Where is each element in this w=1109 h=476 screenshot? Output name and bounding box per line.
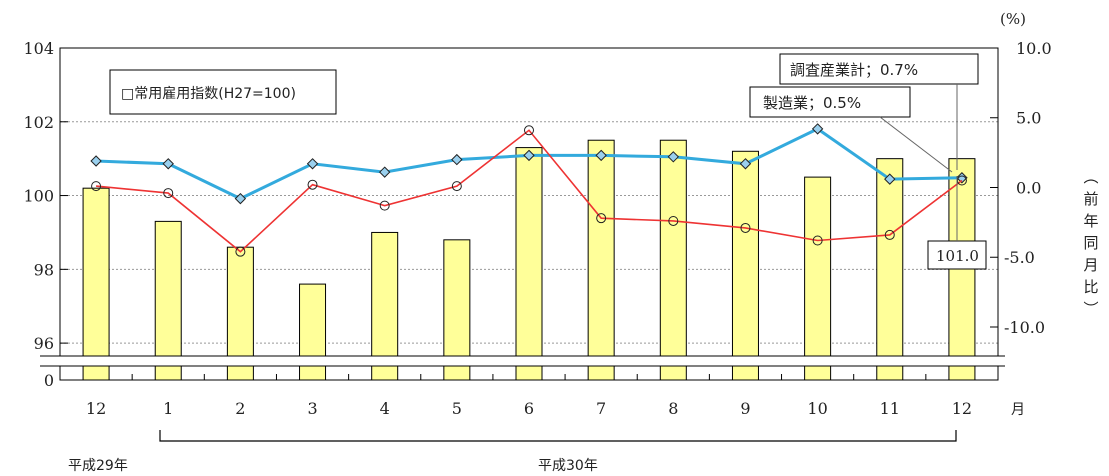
bar bbox=[154, 220, 182, 381]
tick-label: 102 bbox=[23, 113, 54, 132]
tick-label: 11 bbox=[880, 399, 900, 418]
data-point bbox=[524, 125, 534, 136]
axis-title-char: ︵ bbox=[1083, 168, 1098, 186]
tick-label: 8 bbox=[668, 399, 678, 418]
bar bbox=[876, 158, 904, 381]
tick-label: 98 bbox=[34, 260, 54, 279]
axis-title-char: ︶ bbox=[1083, 300, 1098, 318]
data-point bbox=[162, 158, 174, 170]
tick-label: 10.0 bbox=[1016, 39, 1052, 58]
tick-label: 2 bbox=[235, 399, 245, 418]
legend: □常用雇用指数(H27=100) bbox=[109, 69, 337, 115]
data-point bbox=[378, 166, 391, 178]
bar bbox=[82, 187, 110, 381]
era-label-h30: 平成30年 bbox=[538, 458, 598, 474]
data-point bbox=[451, 181, 462, 192]
series-line bbox=[95, 129, 963, 253]
data-point bbox=[379, 200, 390, 211]
tick-label: -10.0 bbox=[1004, 318, 1045, 337]
annotation-last-value: 101.0 bbox=[927, 176, 987, 270]
annotation-total: 調査産業計；0.7% bbox=[779, 53, 979, 170]
x-axis-unit: 月 bbox=[1011, 402, 1025, 418]
data-point bbox=[523, 149, 535, 162]
annotation-manufacturing-label: 製造業；0.5% bbox=[763, 94, 861, 112]
bar-series bbox=[82, 139, 976, 381]
data-point bbox=[811, 123, 824, 135]
annotation-total-box bbox=[779, 53, 979, 85]
bar bbox=[731, 150, 759, 381]
line-series bbox=[90, 123, 968, 257]
data-point bbox=[91, 181, 102, 192]
right-axis-unit: (%) bbox=[1000, 10, 1026, 28]
tick-label: 104 bbox=[23, 39, 54, 58]
tick-label: 9 bbox=[740, 399, 750, 418]
axis-title-char: 同 bbox=[1083, 234, 1098, 252]
tick-label: -5.0 bbox=[1004, 248, 1035, 267]
tick-label: 12 bbox=[86, 399, 106, 418]
tick-label: 6 bbox=[524, 399, 534, 418]
data-point bbox=[596, 213, 607, 224]
data-point bbox=[163, 188, 174, 199]
data-point bbox=[307, 179, 318, 190]
axis-ticks bbox=[59, 47, 998, 381]
data-point bbox=[812, 235, 823, 246]
annotation-last-value-box bbox=[927, 240, 987, 270]
tick-label: 7 bbox=[596, 399, 606, 418]
tick-label: 5 bbox=[452, 399, 462, 418]
plot-frame bbox=[59, 47, 999, 381]
axis-title-char: 年 bbox=[1083, 212, 1098, 230]
data-point bbox=[884, 229, 895, 240]
annotation-manufacturing: 製造業；0.5% bbox=[749, 86, 953, 173]
year-bracket bbox=[159, 430, 957, 442]
legend-label: □常用雇用指数(H27=100) bbox=[121, 85, 296, 102]
annotation-last-value-label: 101.0 bbox=[936, 247, 979, 265]
data-point bbox=[235, 246, 246, 257]
tick-label: 4 bbox=[380, 399, 390, 418]
tick-label: 1 bbox=[163, 399, 173, 418]
tick-label: 12 bbox=[952, 399, 972, 418]
tick-label: 96 bbox=[34, 334, 54, 353]
annotation-manufacturing-leader bbox=[879, 116, 953, 173]
annotation-total-label: 調査産業計；0.7% bbox=[790, 61, 918, 79]
data-point bbox=[884, 173, 896, 185]
bar bbox=[804, 176, 832, 381]
tick-label: 3 bbox=[307, 399, 317, 418]
data-point bbox=[595, 149, 607, 162]
tick-label: 0 bbox=[44, 371, 54, 390]
axis-break-gap bbox=[40, 356, 1005, 366]
data-point bbox=[667, 151, 680, 163]
tick-label: 5.0 bbox=[1016, 109, 1041, 128]
axis-title-char: 比 bbox=[1083, 278, 1098, 296]
bar bbox=[515, 147, 543, 381]
tick-label: 100 bbox=[23, 187, 54, 206]
bar bbox=[659, 139, 687, 381]
data-point bbox=[451, 153, 463, 166]
data-point bbox=[668, 215, 679, 226]
axis-title-char: 月 bbox=[1083, 256, 1098, 274]
data-point bbox=[306, 158, 319, 170]
tick-label: 10 bbox=[807, 399, 827, 418]
annotation-manufacturing-box bbox=[749, 86, 911, 118]
data-point bbox=[739, 158, 752, 170]
bar bbox=[587, 139, 615, 381]
data-point bbox=[956, 172, 968, 184]
axis-title-char: 前 bbox=[1083, 190, 1098, 208]
legend-box bbox=[109, 69, 337, 115]
data-point bbox=[234, 192, 247, 205]
tick-label: 0.0 bbox=[1016, 178, 1041, 197]
data-point bbox=[90, 155, 102, 167]
bar bbox=[371, 231, 399, 381]
data-point bbox=[740, 222, 751, 233]
era-label-h29: 平成29年 bbox=[68, 458, 128, 474]
